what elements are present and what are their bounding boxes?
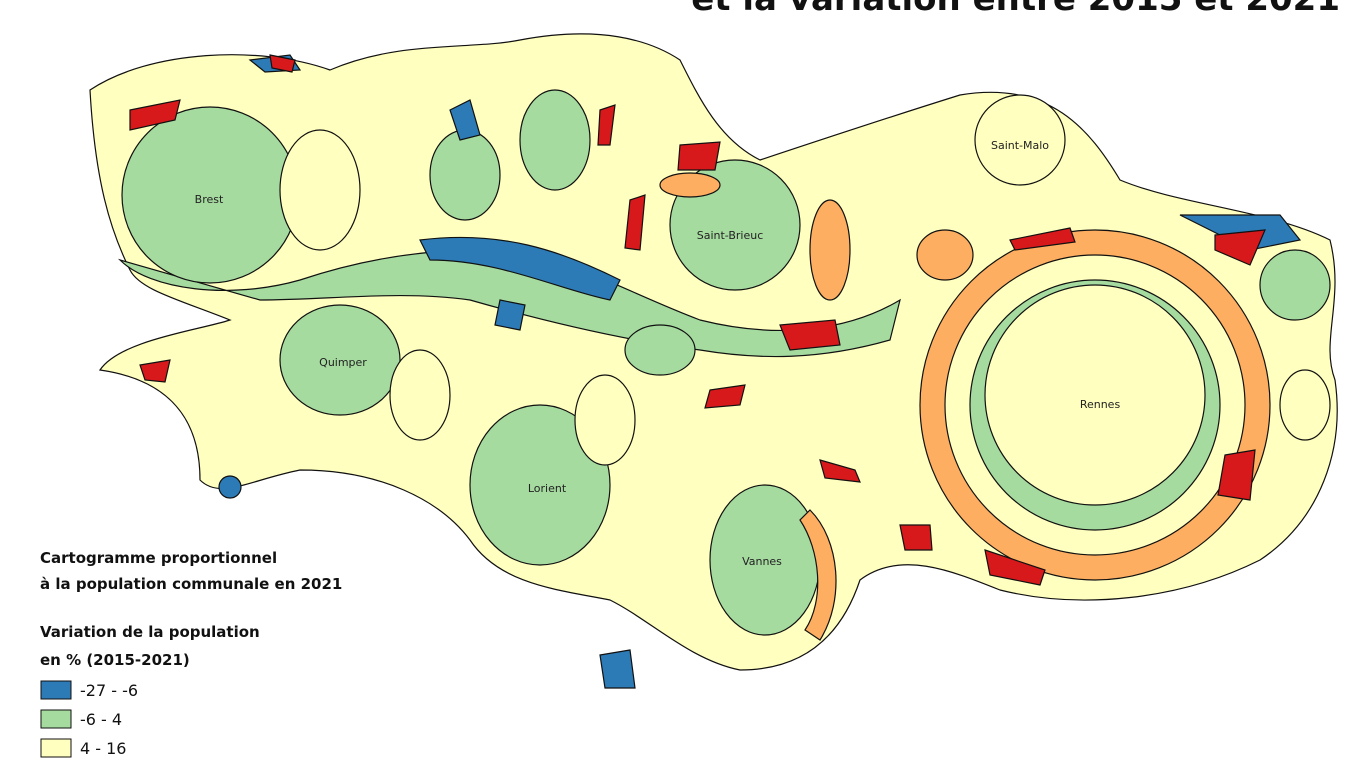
legend-heading: en % (2015-2021) xyxy=(40,651,190,669)
legend-subtitle: à la population communale en 2021 xyxy=(40,575,342,593)
city-label: Lorient xyxy=(528,482,567,495)
city-label: Vannes xyxy=(742,555,782,568)
legend-label: 4 - 16 xyxy=(80,739,126,758)
cartogram xyxy=(89,33,1338,689)
legend-subtitle: Cartogramme proportionnel xyxy=(40,549,277,567)
legend: -27 - -6 -6 - 4 4 - 16 xyxy=(40,680,138,758)
legend-label: -27 - -6 xyxy=(80,681,138,700)
legend-swatch xyxy=(40,709,72,729)
legend-swatch xyxy=(40,680,72,700)
city-label: Quimper xyxy=(319,356,367,369)
city-label: Rennes xyxy=(1080,398,1121,411)
city-label: Brest xyxy=(195,193,224,206)
legend-label: -6 - 4 xyxy=(80,710,122,729)
legend-swatch xyxy=(40,738,72,758)
city-label: Saint-Brieuc xyxy=(697,229,764,242)
legend-heading: Variation de la population xyxy=(40,623,260,641)
title: et la variation entre 2015 et 2021 xyxy=(691,0,1340,19)
city-label: Saint-Malo xyxy=(991,139,1049,152)
